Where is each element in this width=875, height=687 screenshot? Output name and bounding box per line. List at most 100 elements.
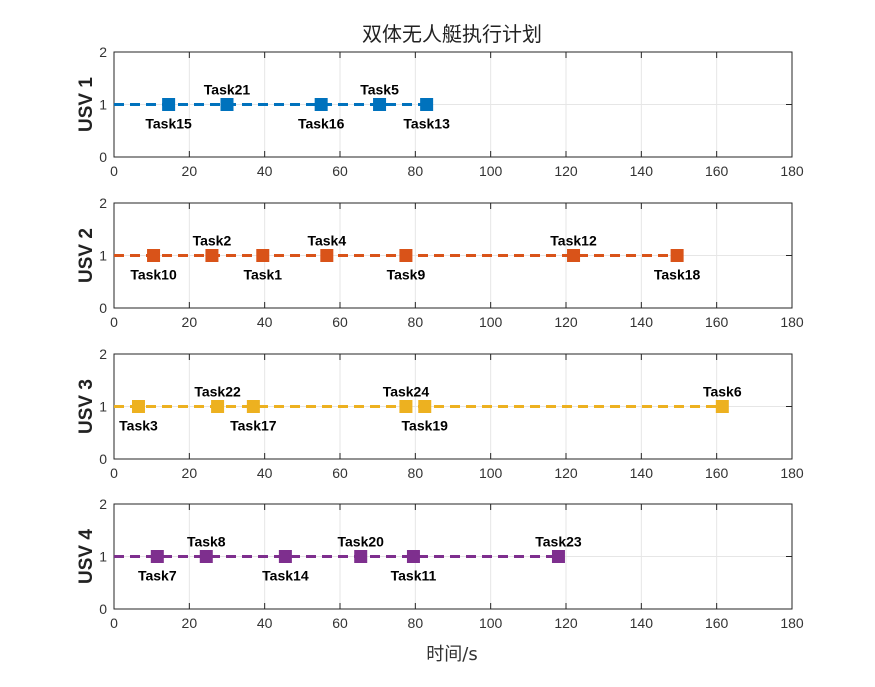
x-tick-label: 80 bbox=[408, 615, 424, 631]
x-tick-label: 180 bbox=[780, 465, 804, 481]
task-marker bbox=[418, 400, 432, 413]
x-tick-label: 160 bbox=[705, 465, 729, 481]
x-tick-label: 80 bbox=[408, 465, 424, 481]
task-label: Task23 bbox=[535, 534, 582, 550]
x-tick-label: 60 bbox=[332, 314, 348, 330]
x-tick-label: 0 bbox=[110, 615, 118, 631]
x-tick-label: 0 bbox=[110, 163, 118, 179]
y-tick-label: 1 bbox=[99, 549, 107, 565]
task-label: Task13 bbox=[403, 116, 450, 132]
x-tick-label: 100 bbox=[479, 465, 503, 481]
x-tick-label: 160 bbox=[705, 615, 729, 631]
task-marker bbox=[246, 400, 260, 413]
task-label: Task2 bbox=[193, 233, 232, 249]
task-label: Task8 bbox=[187, 534, 226, 550]
y-tick-label: 0 bbox=[99, 149, 107, 165]
task-marker bbox=[220, 98, 234, 111]
task-marker bbox=[715, 400, 729, 413]
x-tick-label: 120 bbox=[554, 314, 578, 330]
x-tick-label: 120 bbox=[554, 465, 578, 481]
y-tick-label: 2 bbox=[99, 496, 107, 512]
task-label: Task11 bbox=[391, 568, 437, 584]
y-axis-label: USV 4 bbox=[76, 529, 97, 584]
task-marker bbox=[670, 249, 684, 262]
x-tick-label: 40 bbox=[257, 314, 273, 330]
x-tick-label: 40 bbox=[257, 465, 273, 481]
task-label: Task22 bbox=[194, 384, 241, 400]
x-tick-label: 60 bbox=[332, 163, 348, 179]
x-tick-label: 20 bbox=[182, 465, 198, 481]
x-tick-label: 140 bbox=[630, 314, 654, 330]
task-marker bbox=[406, 550, 420, 563]
task-label: Task16 bbox=[298, 116, 345, 132]
task-marker bbox=[314, 98, 328, 111]
task-label: Task9 bbox=[387, 267, 426, 283]
task-label: Task6 bbox=[703, 384, 742, 400]
task-marker bbox=[131, 400, 145, 413]
task-label: Task10 bbox=[130, 267, 177, 283]
y-axis-label: USV 3 bbox=[76, 379, 97, 434]
task-label: Task5 bbox=[360, 82, 399, 98]
y-tick-label: 0 bbox=[99, 300, 107, 316]
y-tick-label: 2 bbox=[99, 195, 107, 211]
task-label: Task14 bbox=[262, 568, 309, 584]
x-tick-label: 100 bbox=[479, 615, 503, 631]
task-marker bbox=[567, 249, 581, 262]
task-label: Task21 bbox=[204, 82, 251, 98]
x-tick-label: 100 bbox=[479, 314, 503, 330]
task-marker bbox=[256, 249, 270, 262]
task-label: Task24 bbox=[383, 384, 430, 400]
task-label: Task17 bbox=[230, 418, 277, 434]
task-marker bbox=[199, 550, 213, 563]
x-tick-label: 20 bbox=[182, 615, 198, 631]
x-tick-label: 100 bbox=[479, 163, 503, 179]
y-tick-label: 2 bbox=[99, 44, 107, 60]
task-marker bbox=[354, 550, 368, 563]
x-tick-label: 140 bbox=[630, 163, 654, 179]
x-tick-label: 160 bbox=[705, 314, 729, 330]
task-label: Task12 bbox=[550, 233, 597, 249]
x-tick-label: 60 bbox=[332, 615, 348, 631]
chart-title: 双体无人艇执行计划 bbox=[362, 22, 542, 46]
task-marker bbox=[162, 98, 176, 111]
y-tick-label: 1 bbox=[99, 248, 107, 264]
subplot-usv-1: 0 20 40 60 80 100 120 140 160 180 0 1 2 USV 1 Task15 Ta… bbox=[76, 44, 804, 179]
task-marker bbox=[399, 249, 413, 262]
x-tick-label: 20 bbox=[182, 163, 198, 179]
y-axis-label: USV 1 bbox=[76, 77, 97, 132]
x-tick-label: 180 bbox=[780, 163, 804, 179]
task-label: Task15 bbox=[145, 116, 192, 132]
x-tick-label: 0 bbox=[110, 314, 118, 330]
task-marker bbox=[399, 400, 413, 413]
x-tick-label: 0 bbox=[110, 465, 118, 481]
x-tick-label: 180 bbox=[780, 615, 804, 631]
task-marker bbox=[211, 400, 225, 413]
x-tick-label: 160 bbox=[705, 163, 729, 179]
x-tick-label: 80 bbox=[408, 163, 424, 179]
task-label: Task4 bbox=[307, 233, 346, 249]
x-tick-label: 60 bbox=[332, 465, 348, 481]
x-tick-label: 20 bbox=[182, 314, 198, 330]
task-marker bbox=[551, 550, 565, 563]
task-marker bbox=[150, 550, 164, 563]
task-marker bbox=[373, 98, 387, 111]
task-label: Task3 bbox=[119, 418, 158, 434]
subplot-usv-2: 0 20 40 60 80 100 120 140 160 180 0 1 2 USV 2 Task10 Ta… bbox=[76, 195, 804, 330]
y-tick-label: 0 bbox=[99, 451, 107, 467]
y-tick-label: 1 bbox=[99, 399, 107, 415]
x-axis-label: 时间/s bbox=[426, 644, 477, 665]
task-marker bbox=[205, 249, 219, 262]
task-label: Task20 bbox=[337, 534, 384, 550]
x-tick-label: 40 bbox=[257, 163, 273, 179]
y-tick-label: 2 bbox=[99, 346, 107, 362]
task-label: Task18 bbox=[654, 267, 701, 283]
subplot-usv-3: 0 20 40 60 80 100 120 140 160 180 0 1 2 USV 3 Task3 Tas… bbox=[76, 346, 804, 481]
subplot-usv-4: 0 20 40 60 80 100 120 140 160 180 0 1 2 USV 4 Task7 Tas… bbox=[76, 496, 804, 631]
x-tick-label: 140 bbox=[630, 465, 654, 481]
task-marker bbox=[420, 98, 434, 111]
y-tick-label: 0 bbox=[99, 601, 107, 617]
task-marker bbox=[320, 249, 334, 262]
task-marker bbox=[278, 550, 292, 563]
